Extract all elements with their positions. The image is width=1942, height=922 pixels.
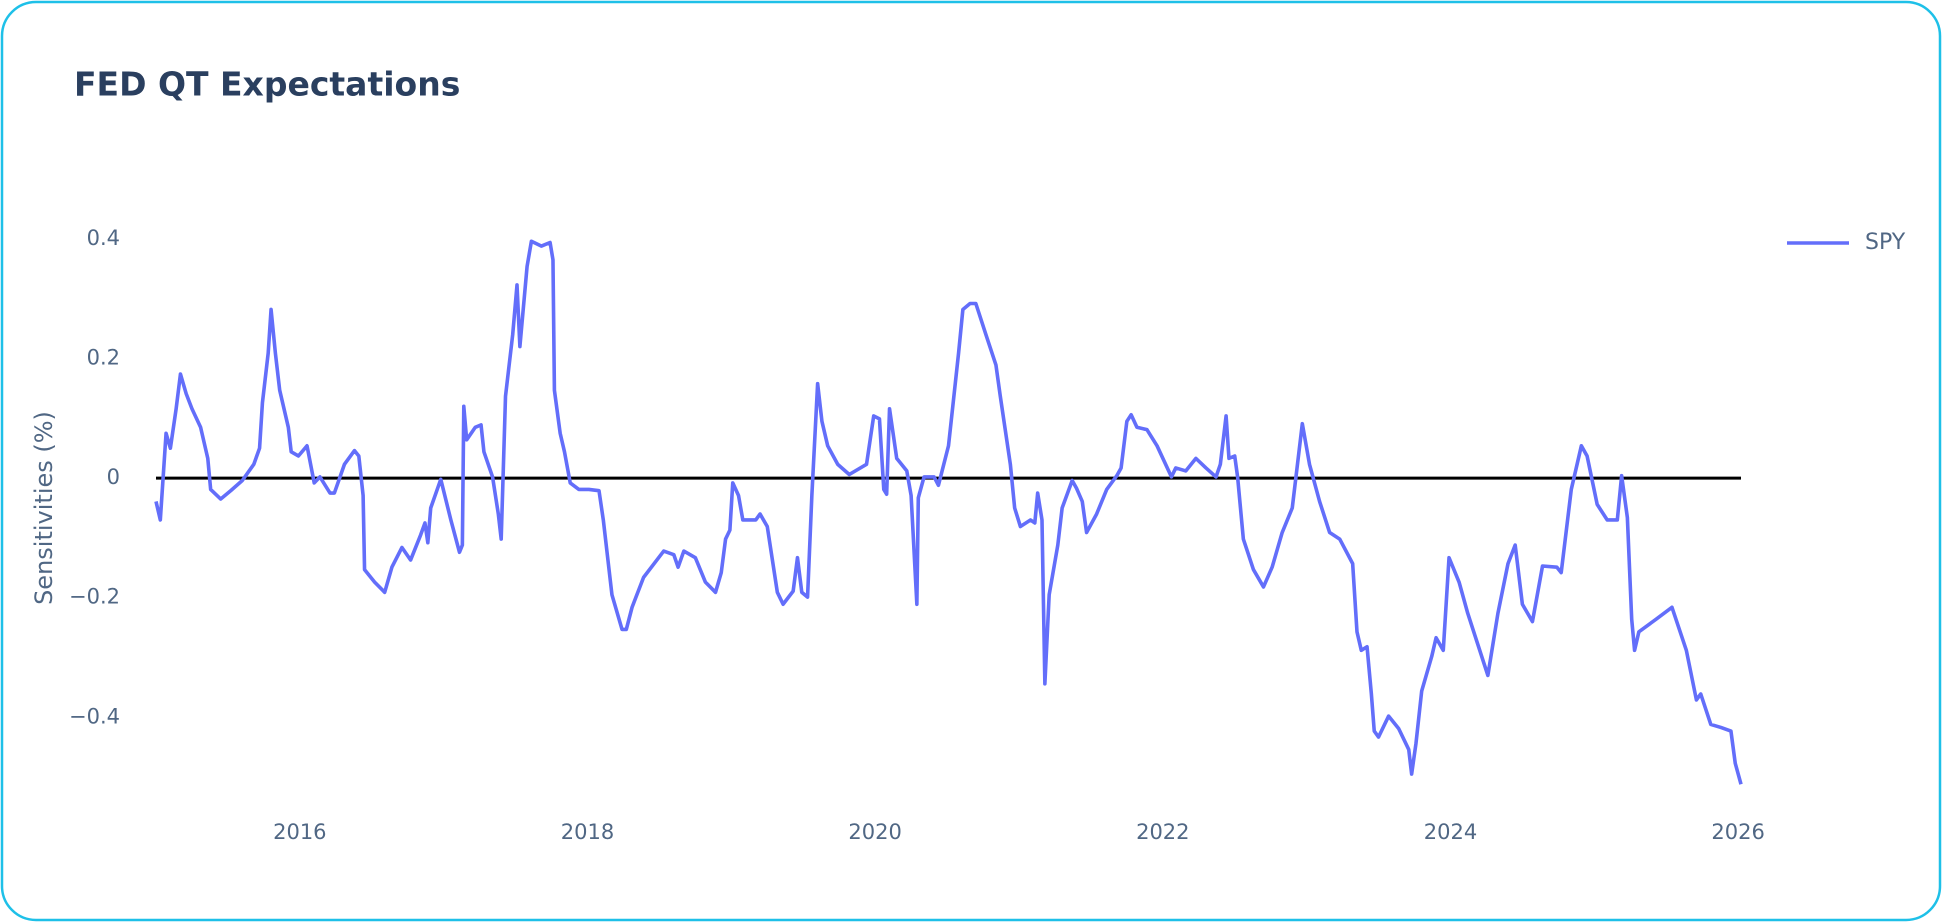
y-tick-label: 0.4: [87, 226, 120, 250]
x-tick-label: 2024: [1424, 820, 1477, 844]
y-axis-title: Sensitivities (%): [30, 411, 58, 605]
y-tick-label: −0.2: [69, 585, 120, 609]
y-tick-label: −0.4: [69, 704, 120, 728]
x-tick-label: 2018: [561, 820, 614, 844]
legend-label: SPY: [1865, 230, 1906, 255]
x-tick-label: 2020: [848, 820, 901, 844]
x-tick-label: 2026: [1711, 820, 1764, 844]
y-tick-label: 0: [107, 465, 120, 489]
chart-title: FED QT Expectations: [74, 65, 460, 104]
series-line: [154, 239, 1743, 785]
x-tick-label: 2022: [1136, 820, 1189, 844]
x-tick-label: 2016: [273, 820, 326, 844]
y-tick-label: 0.2: [87, 346, 120, 370]
